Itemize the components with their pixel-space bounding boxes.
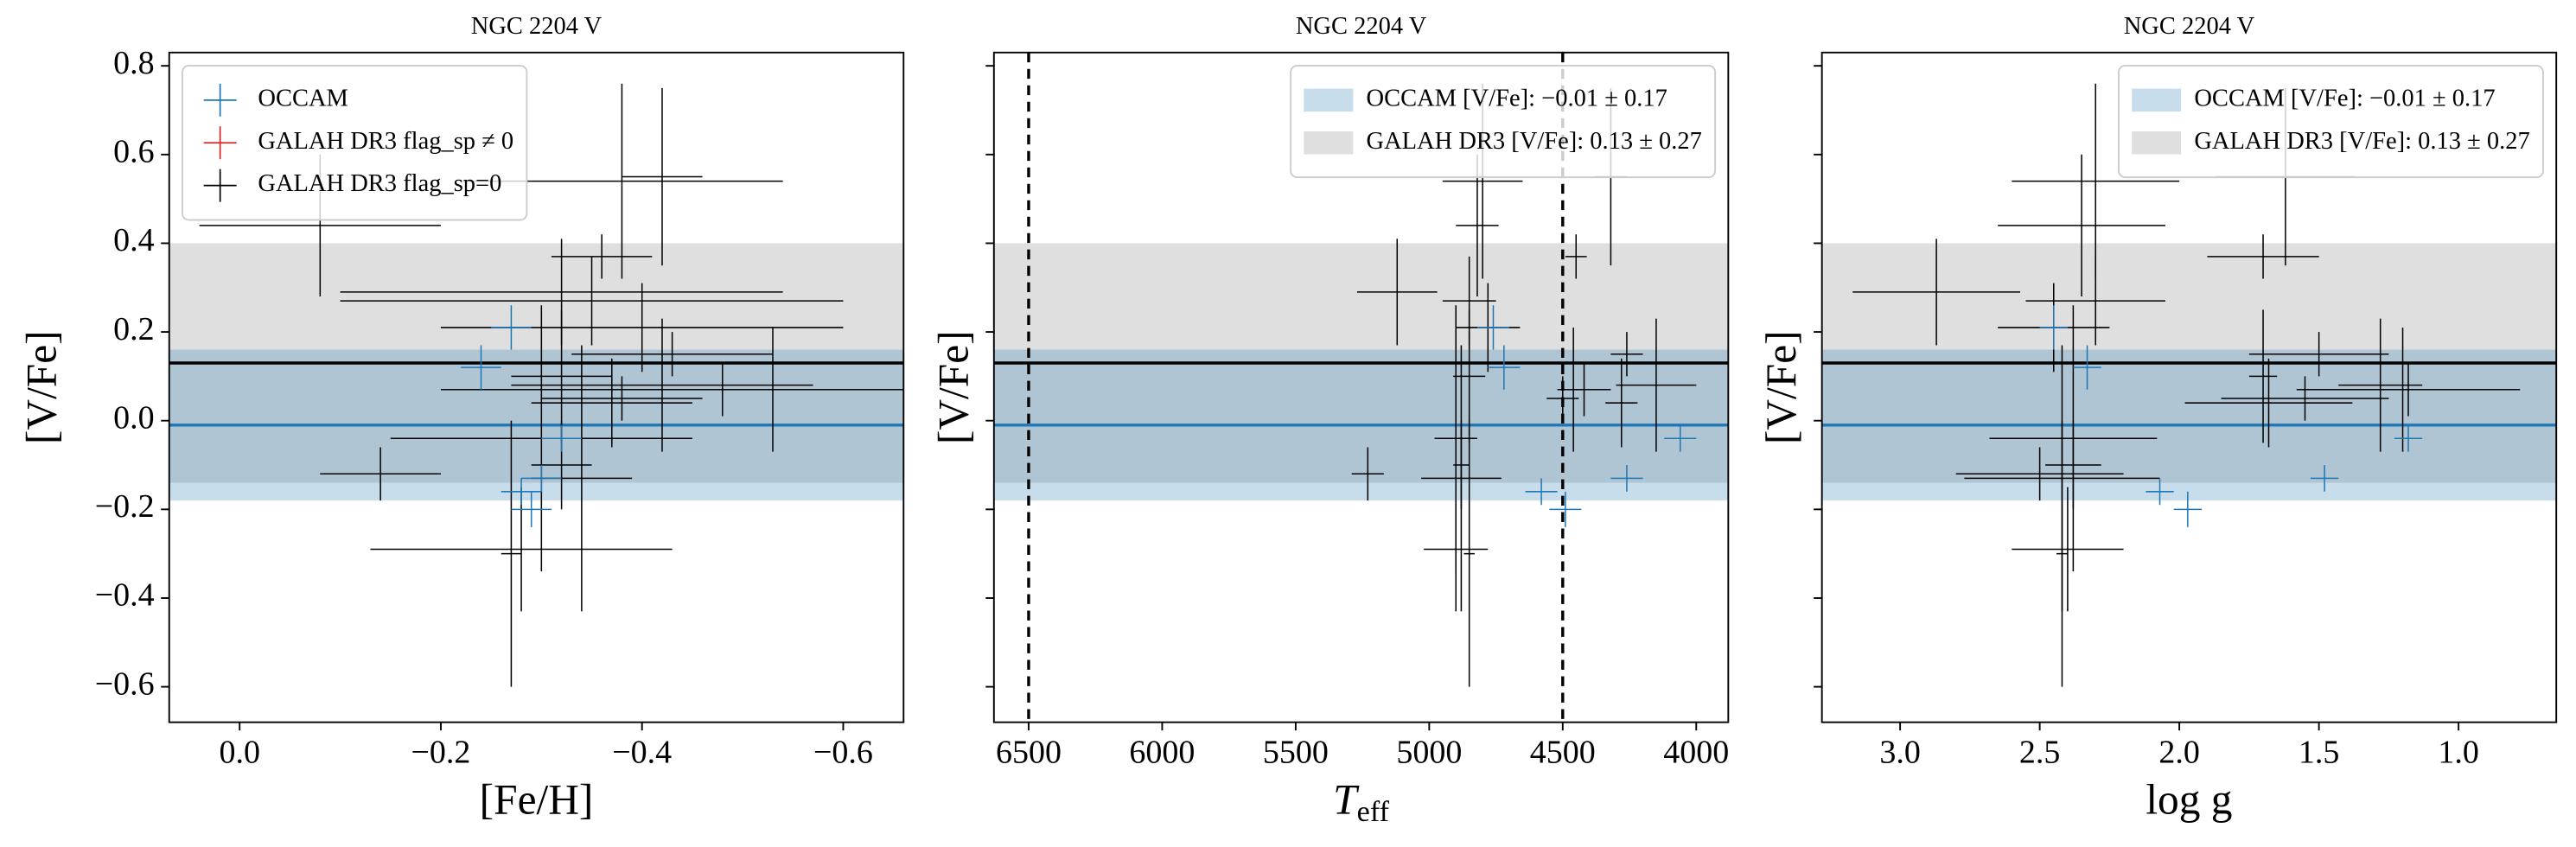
axes-frame — [1820, 51, 2558, 723]
legend-frame — [2117, 65, 2544, 179]
x-tick-label: −0.2 — [411, 734, 470, 770]
y-tick-label: 0.0 — [113, 399, 155, 436]
panel-title: NGC 2204 V — [1296, 13, 1427, 40]
panel-title: NGC 2204 V — [471, 13, 603, 40]
x-tick-label: 0.0 — [219, 734, 260, 770]
x-tick-label: 1.5 — [2299, 734, 2340, 770]
y-tick-label: 0.6 — [113, 134, 155, 170]
y-tick-label: −0.2 — [95, 488, 155, 525]
x-tick-label: 6500 — [996, 734, 1062, 770]
y-axis-label: [V/Fe] — [18, 330, 66, 444]
legend-swatch — [1304, 88, 1354, 112]
x-tick-label: 1.0 — [2438, 734, 2479, 770]
x-axis-label-text: log g — [2146, 776, 2232, 824]
legend: OCCAM GALAH DR3 flag_sp ≠ 0 GALAH DR3 flag… — [182, 65, 528, 221]
legend-label: GALAH DR3 flag_sp ≠ 0 — [258, 128, 513, 155]
legend-label: GALAH DR3 [V/Fe]: 0.13 ± 0.27 — [1367, 128, 1702, 155]
legend-frame — [1290, 65, 1717, 179]
legend-swatch — [2132, 131, 2182, 155]
legend-label: GALAH DR3 [V/Fe]: 0.13 ± 0.27 — [2194, 128, 2529, 155]
y-axis-label: [V/Fe] — [929, 330, 977, 444]
legend: OCCAM [V/Fe]: −0.01 ± 0.17 GALAH DR3 [V/F… — [1290, 65, 1717, 179]
y-tick-label: 0.4 — [113, 222, 155, 258]
legend: OCCAM [V/Fe]: −0.01 ± 0.17 GALAH DR3 [V/F… — [2117, 65, 2544, 179]
x-tick-label: 5500 — [1263, 734, 1329, 770]
x-tick-label: 4000 — [1663, 734, 1729, 770]
x-tick-label: 5000 — [1396, 734, 1462, 770]
legend-label: OCCAM — [258, 85, 348, 111]
x-tick-label: 4500 — [1530, 734, 1596, 770]
plot-area — [1821, 83, 2557, 687]
y-tick-label: −0.4 — [95, 577, 155, 614]
x-tick-label: 2.5 — [2019, 734, 2061, 770]
plot-area — [993, 52, 1729, 723]
y-tick-label: −0.6 — [95, 666, 155, 702]
axes-frame — [992, 51, 1730, 723]
y-axis-label: [V/Fe] — [1757, 330, 1805, 444]
legend-label: OCCAM [V/Fe]: −0.01 ± 0.17 — [2194, 85, 2495, 111]
legend-frame — [182, 65, 528, 221]
plot-area — [169, 83, 904, 687]
panel-title: NGC 2204 V — [2124, 13, 2255, 40]
x-axis-label-main: T — [1333, 776, 1360, 824]
x-axis-label-sub: eff — [1357, 796, 1390, 828]
x-axis-label: Teff — [1333, 776, 1389, 828]
x-tick-label: 6000 — [1129, 734, 1195, 770]
y-tick-label: 0.2 — [113, 311, 155, 347]
x-tick-label: 2.0 — [2158, 734, 2200, 770]
legend-label: GALAH DR3 flag_sp=0 — [258, 170, 501, 197]
x-tick-label: −0.4 — [612, 734, 672, 770]
x-axis-label: [Fe/H] — [480, 776, 594, 824]
legend-swatch — [2132, 88, 2182, 112]
x-axis-label: log g — [2146, 776, 2232, 824]
axes-frame — [168, 51, 905, 723]
x-tick-label: −0.6 — [813, 734, 873, 770]
y-tick-label: 0.8 — [113, 45, 155, 81]
legend-swatch — [1304, 131, 1354, 155]
x-axis-label-text: [Fe/H] — [480, 776, 594, 824]
x-tick-label: 3.0 — [1879, 734, 1921, 770]
legend-label: OCCAM [V/Fe]: −0.01 ± 0.17 — [1367, 85, 1667, 111]
